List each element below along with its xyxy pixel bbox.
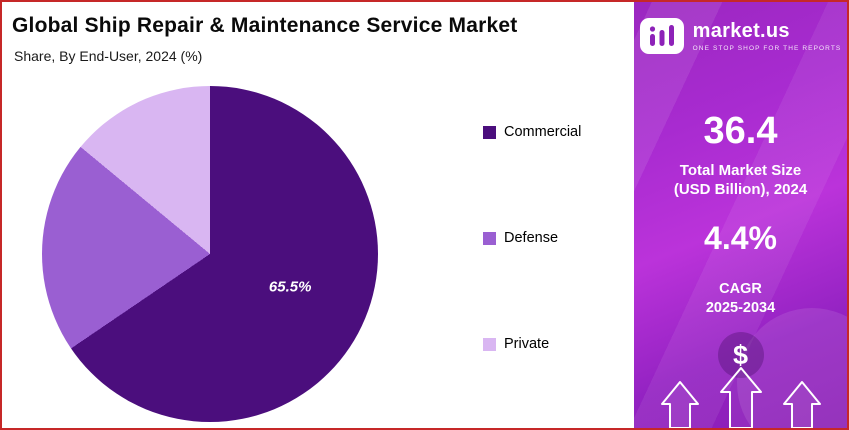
legend-swatch — [483, 337, 496, 351]
growth-arrows-icon — [661, 367, 822, 428]
legend-label: Commercial — [504, 124, 582, 140]
legend-swatch — [483, 231, 496, 245]
brand-logo[interactable]: market.us One Stop Shop For The Reports — [634, 18, 847, 54]
dollar-icon: $ — [717, 332, 764, 378]
legend-label: Private — [504, 336, 550, 352]
cagr-value: 4.4% — [704, 220, 777, 256]
market-size-value: 36.4 — [703, 110, 778, 152]
market-size-label: Total Market Size (USD Billion), 2024 — [673, 162, 808, 198]
legend-item-commercial[interactable]: Commercial — [483, 124, 581, 140]
legend-label: Defense — [504, 230, 559, 246]
chart-panel: Global Ship Repair & Maintenance Service… — [2, 2, 635, 428]
promo-panel: market.us One Stop Shop For The Reports … — [634, 2, 847, 428]
pie-slice-label: 65.5% — [268, 278, 312, 296]
chart-title: Global Ship Repair & Maintenance Service… — [12, 14, 518, 37]
legend: Commercial Defense Private — [483, 124, 581, 352]
legend-item-private[interactable]: Private — [483, 336, 581, 352]
brand-name: market.us — [692, 20, 790, 42]
pie-chart[interactable]: 65.5% — [42, 86, 378, 422]
brand-tagline: One Stop Shop For The Reports — [692, 45, 842, 52]
marketus-logo-icon — [639, 18, 684, 54]
legend-item-defense[interactable]: Defense — [483, 230, 581, 246]
cagr-label: CAGR 2025-2034 — [705, 281, 776, 316]
legend-swatch — [483, 125, 496, 139]
chart-subtitle: Share, By End-User, 2024 (%) — [14, 48, 203, 64]
